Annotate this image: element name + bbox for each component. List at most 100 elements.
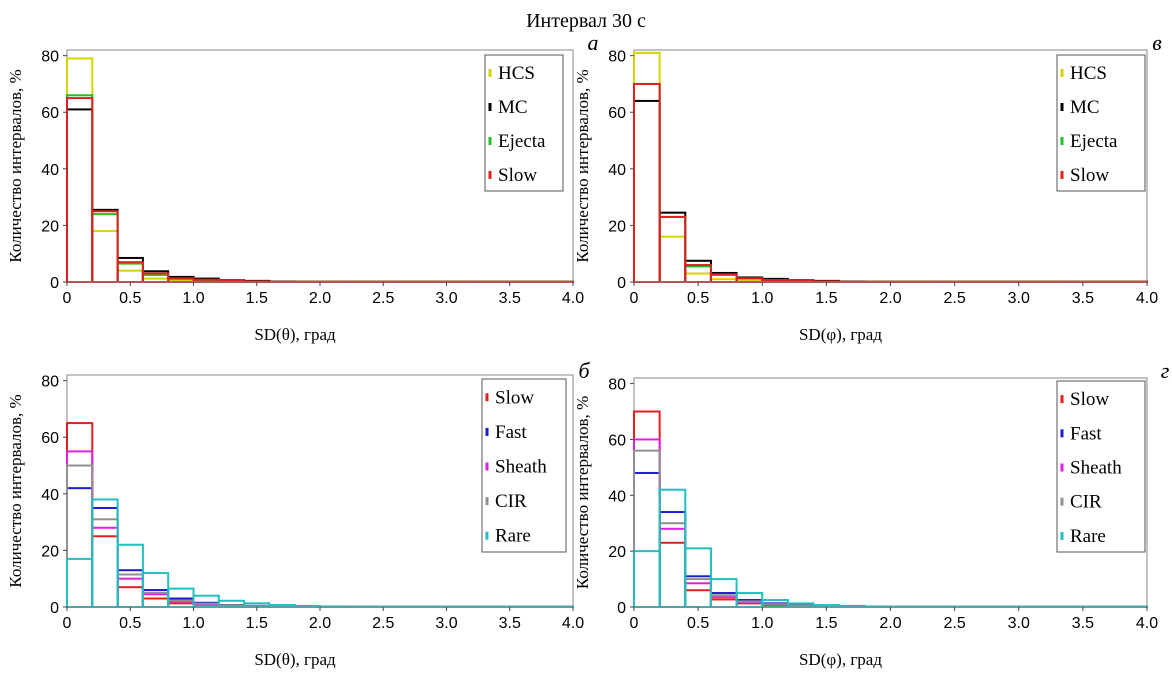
bar — [116, 586, 144, 609]
x-tick-label: 4.0 — [1136, 615, 1158, 632]
y-tick-label: 80 — [41, 49, 59, 66]
bar — [66, 108, 94, 284]
y-axis-label: Количество интервалов, % — [6, 69, 25, 262]
y-tick-label: 20 — [41, 543, 59, 560]
panel-2: 0 0.5 1.0 1.5 2.0 2.5 3.0 3.5 4.0 0 20 40 60 80 SD(θ),… — [6, 358, 590, 669]
y-tick-label: 40 — [41, 162, 59, 179]
legend: HCS MC Ejecta Slow — [484, 54, 564, 192]
bar — [709, 598, 738, 609]
bar — [66, 57, 94, 283]
x-tick-label: 1.5 — [815, 290, 837, 307]
y-tick-label: 20 — [41, 218, 59, 235]
y-tick-label: 80 — [41, 374, 59, 391]
bar — [633, 82, 661, 283]
x-axis-label: SD(θ), град — [254, 650, 336, 669]
bar — [633, 51, 661, 283]
bar — [658, 215, 687, 284]
legend-label: HCS — [1070, 63, 1107, 84]
y-tick-label: 0 — [617, 600, 626, 617]
bar — [91, 230, 119, 283]
bar — [684, 547, 712, 608]
bar — [91, 213, 119, 283]
y-tick-label: 40 — [608, 162, 626, 179]
legend-box — [1056, 54, 1146, 192]
x-axis-label: SD(θ), град — [254, 325, 336, 344]
x-tick-label: 4.0 — [1136, 290, 1158, 307]
bar — [633, 471, 661, 609]
legend: Slow Fast Sheath CIR Rare — [1056, 380, 1146, 553]
bar — [91, 208, 119, 283]
y-tick-label: 0 — [617, 275, 626, 292]
bar — [91, 506, 119, 609]
x-tick-label: 1.5 — [246, 615, 268, 632]
legend-label: Slow — [1070, 165, 1109, 186]
bar — [684, 575, 712, 609]
bar — [141, 593, 170, 609]
x-tick-label: 3.0 — [435, 615, 457, 632]
x-tick-label: 0.5 — [687, 615, 709, 632]
x-tick-label: 3.5 — [1072, 615, 1094, 632]
bar — [66, 94, 94, 283]
x-tick-label: 3.5 — [499, 615, 521, 632]
x-tick-label: 1.0 — [182, 290, 204, 307]
legend-box — [1056, 380, 1146, 553]
x-tick-label: 2.5 — [372, 615, 394, 632]
bar — [66, 97, 94, 283]
y-tick-label: 80 — [608, 49, 626, 66]
bar — [141, 597, 170, 609]
legend: HCS MC Ejecta Slow — [1056, 54, 1146, 192]
legend-label: Fast — [495, 422, 527, 443]
x-tick-label: 3.0 — [435, 290, 457, 307]
figure-title: Интервал 30 с — [526, 10, 646, 32]
x-tick-label: 2.0 — [309, 290, 331, 307]
bar — [91, 518, 119, 608]
bar — [684, 589, 712, 608]
bar — [116, 262, 144, 283]
legend-box — [484, 54, 564, 192]
panel-label: а — [588, 30, 599, 55]
x-tick-label: 1.0 — [182, 615, 204, 632]
bar — [658, 522, 687, 608]
y-tick-label: 40 — [608, 488, 626, 505]
x-tick-label: 2.5 — [944, 615, 966, 632]
x-tick-label: 0 — [63, 290, 72, 307]
legend-label: Fast — [1070, 423, 1102, 444]
bar — [658, 235, 687, 283]
bar — [658, 511, 687, 608]
bar — [658, 527, 687, 608]
x-tick-label: 0 — [630, 615, 639, 632]
y-tick-label: 0 — [50, 275, 59, 292]
panel-1: 0 0.5 1.0 1.5 2.0 2.5 3.0 3.5 4.0 0 20 40 60 80 SD(φ),… — [573, 30, 1162, 344]
x-tick-label: 3.0 — [1008, 615, 1030, 632]
x-axis-label: SD(φ), град — [799, 650, 882, 669]
x-tick-label: 3.5 — [499, 290, 521, 307]
y-axis-label: Количество интервалов, % — [573, 69, 592, 262]
bar — [116, 569, 144, 608]
bar — [116, 543, 144, 609]
panel-3: 0 0.5 1.0 1.5 2.0 2.5 3.0 3.5 4.0 0 20 40 60 80 SD(φ),… — [573, 358, 1170, 669]
bar — [91, 498, 119, 608]
x-tick-label: 4.0 — [562, 290, 584, 307]
x-axis-label: SD(φ), град — [799, 325, 882, 344]
bar — [658, 211, 687, 283]
legend-box — [481, 378, 567, 553]
x-tick-label: 0 — [630, 290, 639, 307]
y-tick-label: 60 — [41, 430, 59, 447]
bar — [633, 410, 661, 609]
bar — [658, 541, 687, 609]
bar — [116, 577, 144, 609]
y-tick-label: 20 — [608, 218, 626, 235]
bar — [658, 215, 687, 284]
x-tick-label: 2.5 — [372, 290, 394, 307]
x-tick-label: 2.5 — [944, 290, 966, 307]
legend-label: Sheath — [1070, 458, 1122, 479]
bar — [91, 210, 119, 283]
bar — [217, 599, 246, 609]
x-tick-label: 0.5 — [119, 290, 141, 307]
x-tick-label: 0 — [63, 615, 72, 632]
y-tick-label: 80 — [608, 377, 626, 394]
legend-label: MC — [498, 97, 528, 118]
panel-0: 0 0.5 1.0 1.5 2.0 2.5 3.0 3.5 4.0 0 20 40 60 80 SD(θ),… — [6, 30, 599, 344]
x-tick-label: 1.5 — [246, 290, 268, 307]
bar — [633, 449, 661, 608]
